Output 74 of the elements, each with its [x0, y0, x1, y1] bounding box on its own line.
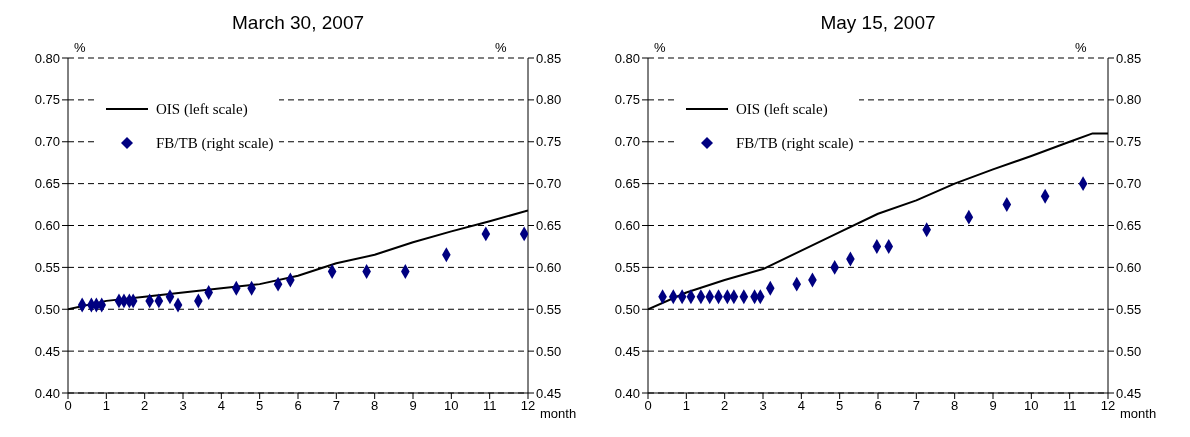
y-tick-label: 0.65 [614, 176, 640, 192]
y-tick-label: 0.45 [614, 343, 640, 359]
x-axis-title: month [540, 406, 577, 421]
legend-label: OIS (left scale) [156, 100, 248, 119]
x-tick-label: 9 [409, 398, 417, 414]
x-tick-label: 7 [912, 398, 920, 414]
y2-tick-label: 0.55 [1116, 301, 1142, 317]
y-tick-label: 0.60 [34, 218, 60, 234]
chart-title: March 30, 2007 [231, 11, 365, 35]
y-tick-label: 0.75 [34, 92, 60, 108]
y2-tick-label: 0.50 [1116, 343, 1142, 359]
x-tick-label: 1 [682, 398, 690, 414]
y-tick-label: 0.40 [34, 385, 60, 401]
x-tick-label: 11 [1062, 398, 1077, 414]
y2-tick-label: 0.45 [1116, 385, 1142, 401]
y2-tick-label: 0.45 [536, 385, 562, 401]
x-tick-label: 2 [141, 398, 149, 414]
y2-tick-label: 0.75 [536, 134, 562, 150]
x-tick-label: 0 [64, 398, 72, 414]
x-tick-label: 12 [1100, 398, 1116, 414]
x-tick-label: 7 [332, 398, 340, 414]
x-tick-label: 4 [797, 398, 805, 414]
x-tick-label: 10 [444, 398, 459, 414]
y-tick-label: 0.65 [34, 176, 60, 192]
y-tick-label: 0.80 [34, 50, 60, 66]
x-tick-label: 4 [217, 398, 225, 414]
legend-label: FB/TB (right scale) [156, 134, 274, 153]
y-tick-label: 0.50 [614, 301, 640, 317]
y-tick-label: 0.45 [34, 343, 60, 359]
y2-tick-label: 0.50 [536, 343, 562, 359]
x-tick-label: 9 [989, 398, 997, 414]
y-tick-label: 0.75 [614, 92, 640, 108]
y2-axis-title: % [495, 40, 507, 55]
y-tick-label: 0.70 [34, 134, 60, 150]
x-tick-label: 10 [1024, 398, 1039, 414]
legend-label: FB/TB (right scale) [736, 134, 854, 153]
y2-tick-label: 0.65 [1116, 218, 1142, 234]
y2-tick-label: 0.70 [536, 176, 562, 192]
y2-tick-label: 0.80 [1116, 92, 1142, 108]
x-tick-label: 3 [179, 398, 187, 414]
y2-tick-label: 0.60 [1116, 259, 1142, 275]
x-tick-label: 8 [951, 398, 959, 414]
y2-tick-label: 0.85 [1116, 50, 1142, 66]
x-tick-label: 6 [874, 398, 882, 414]
y-tick-label: 0.80 [614, 50, 640, 66]
x-tick-label: 12 [520, 398, 536, 414]
x-tick-label: 1 [102, 398, 110, 414]
y-tick-label: 0.55 [34, 259, 60, 275]
y-tick-label: 0.60 [614, 218, 640, 234]
y-axis-title: % [74, 40, 86, 55]
y-tick-label: 0.70 [614, 134, 640, 150]
y-tick-label: 0.40 [614, 385, 640, 401]
y-tick-label: 0.50 [34, 301, 60, 317]
y2-tick-label: 0.55 [536, 301, 562, 317]
x-tick-label: 11 [482, 398, 497, 414]
x-tick-label: 8 [371, 398, 379, 414]
x-tick-label: 5 [256, 398, 264, 414]
y-axis-title: % [654, 40, 666, 55]
x-tick-label: 2 [721, 398, 729, 414]
y2-tick-label: 0.85 [536, 50, 562, 66]
y2-axis-title: % [1075, 40, 1087, 55]
y2-tick-label: 0.65 [536, 218, 562, 234]
y2-tick-label: 0.60 [536, 259, 562, 275]
x-tick-label: 5 [836, 398, 844, 414]
y2-tick-label: 0.70 [1116, 176, 1142, 192]
y-tick-label: 0.55 [614, 259, 640, 275]
x-tick-label: 6 [294, 398, 302, 414]
y2-tick-label: 0.75 [1116, 134, 1142, 150]
chart-title: May 15, 2007 [819, 11, 937, 35]
legend-label: OIS (left scale) [736, 100, 828, 119]
x-axis-title: month [1120, 406, 1157, 421]
y2-tick-label: 0.80 [536, 92, 562, 108]
x-tick-label: 3 [759, 398, 767, 414]
x-tick-label: 0 [644, 398, 652, 414]
